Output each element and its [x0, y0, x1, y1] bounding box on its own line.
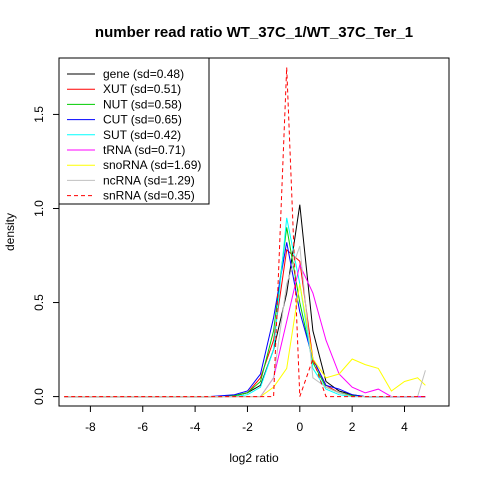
legend-entry: XUT (sd=0.51) [103, 82, 181, 96]
x-tick-label: 2 [349, 420, 356, 434]
x-tick-label: -6 [137, 420, 148, 434]
series-line-8 [64, 67, 426, 398]
legend-entry: snRNA (sd=0.35) [103, 189, 195, 203]
series-group [64, 67, 426, 398]
x-tick-label: -4 [190, 420, 201, 434]
x-tick-label: -2 [242, 420, 253, 434]
x-tick-label: 4 [401, 420, 408, 434]
legend-entry: gene (sd=0.48) [103, 67, 184, 81]
x-axis-label: log2 ratio [229, 451, 279, 465]
legend-entry: snoRNA (sd=1.69) [103, 158, 201, 172]
legend-box [58, 57, 210, 205]
chart-title: number read ratio WT_37C_1/WT_37C_Ter_1 [95, 24, 413, 41]
legend: gene (sd=0.48)XUT (sd=0.51)NUT (sd=0.58)… [58, 57, 210, 205]
x-tick-label: -8 [85, 420, 96, 434]
y-tick-label: 0.0 [32, 388, 46, 405]
x-tick-label: 0 [296, 420, 303, 434]
legend-entry: tRNA (sd=0.71) [103, 143, 185, 157]
legend-entry: SUT (sd=0.42) [103, 128, 181, 142]
legend-entry: ncRNA (sd=1.29) [103, 173, 195, 187]
y-tick-label: 0.5 [32, 294, 46, 311]
y-tick-label: 1.5 [32, 106, 46, 123]
x-axis: -8 -6 -4 -2 0 2 4 [85, 405, 408, 434]
y-tick-label: 1.0 [32, 200, 46, 217]
legend-entry: NUT (sd=0.58) [103, 97, 182, 111]
y-axis-label: density [3, 213, 17, 251]
legend-entry: CUT (sd=0.65) [103, 113, 182, 127]
